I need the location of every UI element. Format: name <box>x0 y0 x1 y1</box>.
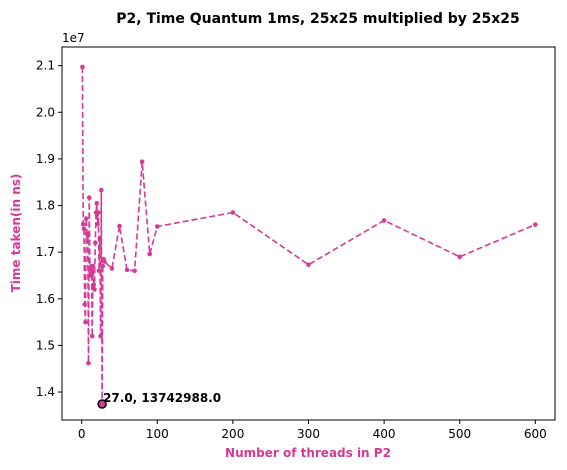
data-point <box>80 64 85 70</box>
y-offset-label: 1e7 <box>62 31 85 45</box>
data-point <box>109 266 115 271</box>
data-point <box>92 240 98 246</box>
x-tick-label: 100 <box>146 427 169 441</box>
data-point <box>117 223 122 229</box>
data-point <box>90 263 96 269</box>
data-point <box>100 263 106 269</box>
data-point <box>85 233 91 239</box>
data-point <box>98 333 103 339</box>
data-point <box>83 319 88 325</box>
data-point <box>86 360 91 366</box>
x-axis-label: Number of threads in P2 <box>225 446 391 460</box>
y-tick-label: 1.5 <box>36 338 55 352</box>
data-point <box>154 224 160 229</box>
data-point <box>94 200 100 206</box>
y-tick-label: 1.4 <box>36 385 55 399</box>
y-tick-label: 1.8 <box>36 199 55 213</box>
data-point <box>92 287 97 292</box>
data-point <box>95 221 100 227</box>
data-point <box>457 254 463 260</box>
data-point <box>533 222 538 227</box>
x-tick-label: 600 <box>524 427 547 441</box>
x-tick-label: 0 <box>78 427 86 441</box>
data-point <box>82 302 87 307</box>
data-point <box>86 195 92 200</box>
y-axis-label: Time taken(in ns) <box>9 174 23 293</box>
data-point <box>80 221 86 227</box>
highlight-label: 27.0, 13742988.0 <box>103 391 221 405</box>
data-point <box>124 267 130 273</box>
x-tick-label: 300 <box>297 427 320 441</box>
y-tick-label: 2.1 <box>36 59 55 73</box>
y-tick-label: 2.0 <box>36 105 55 119</box>
y-tick-label: 1.7 <box>36 245 55 259</box>
data-point <box>96 268 102 274</box>
data-points <box>80 64 538 407</box>
data-point <box>99 187 104 193</box>
data-point <box>139 159 145 164</box>
data-point <box>83 216 89 221</box>
chart-title: P2, Time Quantum 1ms, 25x25 multiplied b… <box>116 11 520 27</box>
y-axis: 1.4 1.5 1.6 1.7 1.8 1.9 2.0 2.1 <box>36 59 62 399</box>
data-point <box>91 282 97 288</box>
data-point <box>95 210 101 215</box>
data-point <box>88 270 94 276</box>
data-point <box>97 235 103 241</box>
data-point <box>306 262 311 268</box>
data-point <box>102 259 107 264</box>
y-tick-label: 1.9 <box>36 152 55 166</box>
y-tick-label: 1.6 <box>36 292 55 306</box>
x-axis: 0 100 200 300 400 500 600 <box>78 420 547 441</box>
data-point <box>381 218 387 223</box>
x-tick-label: 500 <box>448 427 471 441</box>
data-point <box>81 226 87 232</box>
data-point <box>89 333 95 339</box>
data-point <box>132 268 137 274</box>
x-tick-label: 400 <box>373 427 396 441</box>
highlight-marker <box>97 399 107 409</box>
data-point <box>230 210 236 215</box>
series-line <box>81 66 536 405</box>
plot-area <box>61 46 556 421</box>
data-point <box>147 251 153 257</box>
x-tick-label: 200 <box>221 427 244 441</box>
